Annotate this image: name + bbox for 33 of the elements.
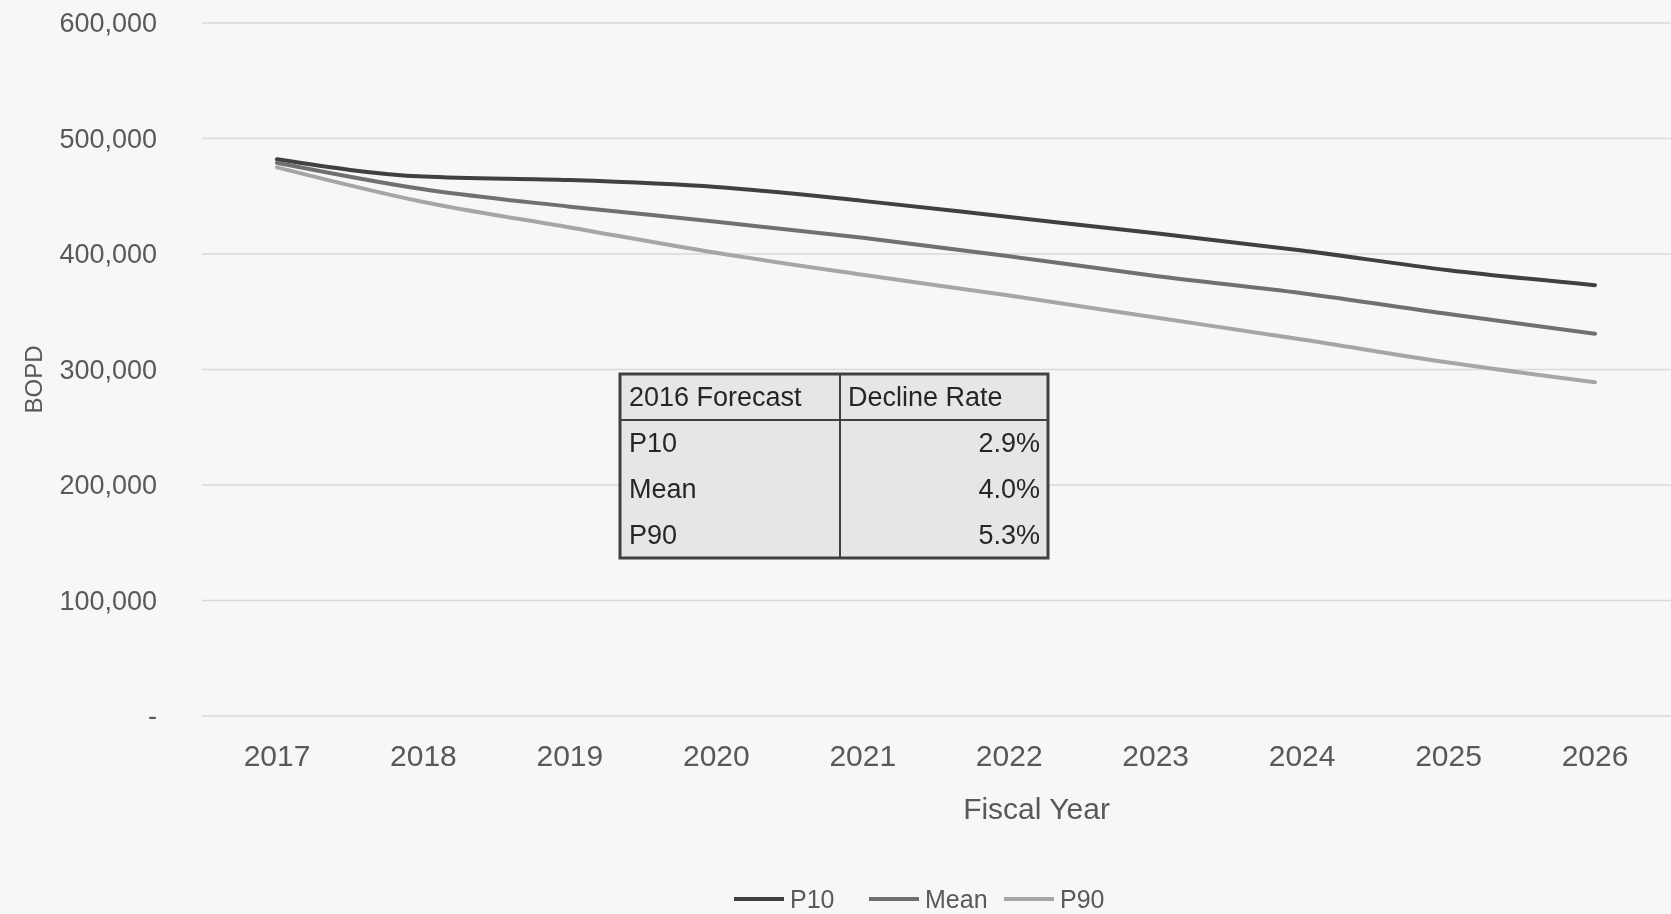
x-tick-label: 2023 [1122, 739, 1190, 772]
legend-label: P10 [790, 884, 835, 913]
x-tick-label: 2017 [243, 739, 311, 772]
y-tick-label: 400,000 [59, 239, 157, 270]
annotation: P90 [629, 520, 678, 551]
y-tick-label: 300,000 [59, 354, 157, 385]
y-tick-label: - [148, 701, 157, 732]
annotation: 4.0% [978, 474, 1040, 505]
line-series [275, 160, 1597, 336]
annotation: 2.9% [978, 428, 1040, 459]
y-tick-label: 600,000 [59, 8, 157, 39]
annotation: P10 [629, 428, 678, 459]
x-tick-label: 2018 [390, 739, 457, 772]
x-tick-label: 2026 [1561, 739, 1629, 772]
annotation: Mean [629, 474, 697, 505]
line-series [275, 165, 1597, 385]
legend-label: P90 [1060, 884, 1105, 913]
y-tick-label: 200,000 [59, 470, 157, 501]
x-tick-label: 2025 [1415, 739, 1482, 772]
x-tick-label: 2019 [536, 739, 604, 772]
y-axis-title: BOPD [20, 345, 47, 414]
x-tick-label: 2020 [682, 739, 750, 772]
annotation: 5.3% [978, 520, 1040, 551]
x-axis-title: Fiscal Year [963, 792, 1110, 825]
line-series [275, 157, 1597, 288]
x-tick-label: 2024 [1268, 739, 1336, 772]
y-tick-label: 500,000 [59, 123, 157, 154]
x-tick-label: 2021 [829, 739, 897, 772]
y-tick-label: 100,000 [59, 585, 157, 616]
x-tick-label: 2022 [975, 739, 1043, 772]
legend-label: Mean [925, 884, 988, 913]
annotation: Decline Rate [848, 382, 1003, 413]
annotation: 2016 Forecast [629, 382, 803, 413]
